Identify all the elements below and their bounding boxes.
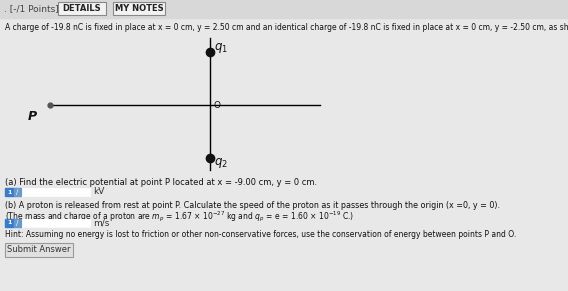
Text: DETAILS: DETAILS — [62, 4, 101, 13]
Text: Hint: Assuming no energy is lost to friction or other non-conservative forces, u: Hint: Assuming no energy is lost to fric… — [5, 230, 516, 239]
Bar — [22, 188, 90, 196]
Text: MY NOTES: MY NOTES — [115, 4, 164, 13]
Text: Submit Answer: Submit Answer — [7, 246, 71, 255]
Text: P: P — [28, 111, 37, 123]
Text: A charge of -19.8 nC is fixed in place at x = 0 cm, y = 2.50 cm and an identical: A charge of -19.8 nC is fixed in place a… — [5, 23, 568, 32]
FancyBboxPatch shape — [5, 243, 73, 257]
Text: /: / — [16, 189, 19, 195]
Text: $q_2$: $q_2$ — [214, 156, 228, 170]
Text: (a) Find the electric potential at point P located at x = -9.00 cm, y = 0 cm.: (a) Find the electric potential at point… — [5, 178, 317, 187]
Bar — [14, 188, 21, 196]
FancyBboxPatch shape — [58, 2, 106, 15]
Text: $q_1$: $q_1$ — [214, 41, 228, 55]
Text: (The mass and charge of a proton are $m_p$ = 1.67 $\times$ 10$^{-27}$ kg and $q_: (The mass and charge of a proton are $m_… — [5, 210, 354, 224]
Bar — [5, 219, 14, 227]
Text: 1: 1 — [7, 189, 12, 194]
Text: O: O — [213, 102, 220, 111]
Text: /: / — [16, 220, 19, 226]
Bar — [22, 219, 90, 227]
Bar — [0, 0, 568, 18]
Bar — [5, 188, 14, 196]
FancyBboxPatch shape — [113, 2, 165, 15]
Bar — [14, 219, 21, 227]
Text: . [-/1 Points]: . [-/1 Points] — [4, 4, 59, 13]
Text: 1: 1 — [7, 221, 12, 226]
Text: m/s: m/s — [93, 219, 110, 228]
Text: kV: kV — [93, 187, 105, 196]
Text: (b) A proton is released from rest at point P. Calculate the speed of the proton: (b) A proton is released from rest at po… — [5, 201, 500, 210]
